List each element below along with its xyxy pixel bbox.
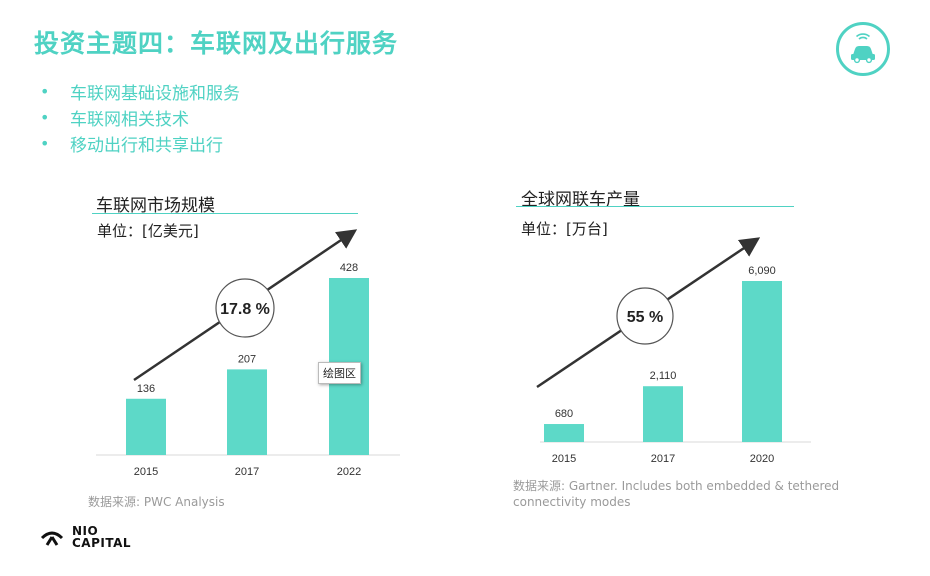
- vehicle-output-bar-2015: [544, 424, 584, 442]
- bullet-text: 车联网相关技术: [70, 109, 189, 130]
- market-size-unit: 单位：[亿美元]: [97, 222, 199, 240]
- brand-line1: NIO: [72, 524, 99, 538]
- page-title: 投资主题四：车联网及出行服务: [34, 29, 399, 58]
- market-size-tick-label-2015: 2015: [134, 466, 158, 478]
- brand-name: NIO CAPITAL: [72, 525, 131, 549]
- market-size-title-underline: [92, 213, 358, 214]
- vehicle-output-growth-rate: 55 %: [627, 309, 663, 326]
- vehicle-output-tick-label-2017: 2017: [651, 453, 675, 465]
- bullet-list: • 车联网基础设施和服务 • 车联网相关技术 • 移动出行和共享出行: [40, 78, 240, 156]
- vehicle-output-tick-label-2020: 2020: [750, 453, 774, 465]
- bullet-text: 车联网基础设施和服务: [70, 83, 240, 104]
- vehicle-output-value-label-2015: 680: [555, 408, 573, 420]
- vehicle-output-tick-label-2015: 2015: [552, 453, 576, 465]
- nio-capital-logo: NIO CAPITAL: [40, 525, 131, 549]
- market-size-value-label-2015: 136: [137, 383, 155, 395]
- market-size-tick-label-2017: 2017: [235, 466, 259, 478]
- vehicle-output-title-underline: [516, 206, 794, 207]
- bullet-text: 移动出行和共享出行: [70, 135, 223, 156]
- connected-car-icon: [836, 22, 890, 76]
- market-size-source: 数据来源: PWC Analysis: [88, 495, 225, 509]
- bullet-item: • 移动出行和共享出行: [40, 130, 240, 156]
- vehicle-output-bar-2020: [742, 281, 782, 442]
- vehicle-output-source: 数据来源: Gartner. Includes both embedded & …: [513, 479, 840, 509]
- bullet-dot: •: [40, 133, 50, 153]
- bullet-dot: •: [40, 81, 50, 101]
- market-size-tick-label-2022: 2022: [337, 466, 361, 478]
- vehicle-output-unit: 单位：[万台]: [521, 220, 608, 238]
- brand-line2: CAPITAL: [72, 536, 132, 550]
- market-size-value-label-2022: 428: [340, 262, 358, 274]
- market-size-bar-2017: [227, 369, 267, 455]
- vehicle-output-value-label-2017: 2,110: [650, 370, 677, 382]
- market-size-chart-title: 车联网市场规模: [96, 196, 215, 216]
- vehicle-output-value-label-2020: 6,090: [748, 265, 776, 277]
- plot-area-tooltip: 绘图区: [318, 362, 361, 384]
- vehicle-output-growth-badge: [616, 287, 674, 345]
- nio-logo-icon: [40, 531, 64, 546]
- market-size-growth-rate: 17.8 %: [220, 301, 270, 318]
- market-size-growth-badge: [215, 278, 275, 338]
- bullet-dot: •: [40, 107, 50, 127]
- bullet-item: • 车联网相关技术: [40, 104, 240, 130]
- chart-layer: 136 2015 207 2017 428 2022 17.8 % 680 2015 2,110 2…: [96, 229, 811, 478]
- vehicle-output-chart-title: 全球网联车产量: [521, 190, 640, 210]
- market-size-bar-2015: [126, 398, 166, 455]
- market-size-value-label-2017: 207: [238, 353, 256, 365]
- vehicle-output-bar-2017: [643, 386, 683, 442]
- bullet-item: • 车联网基础设施和服务: [40, 78, 240, 104]
